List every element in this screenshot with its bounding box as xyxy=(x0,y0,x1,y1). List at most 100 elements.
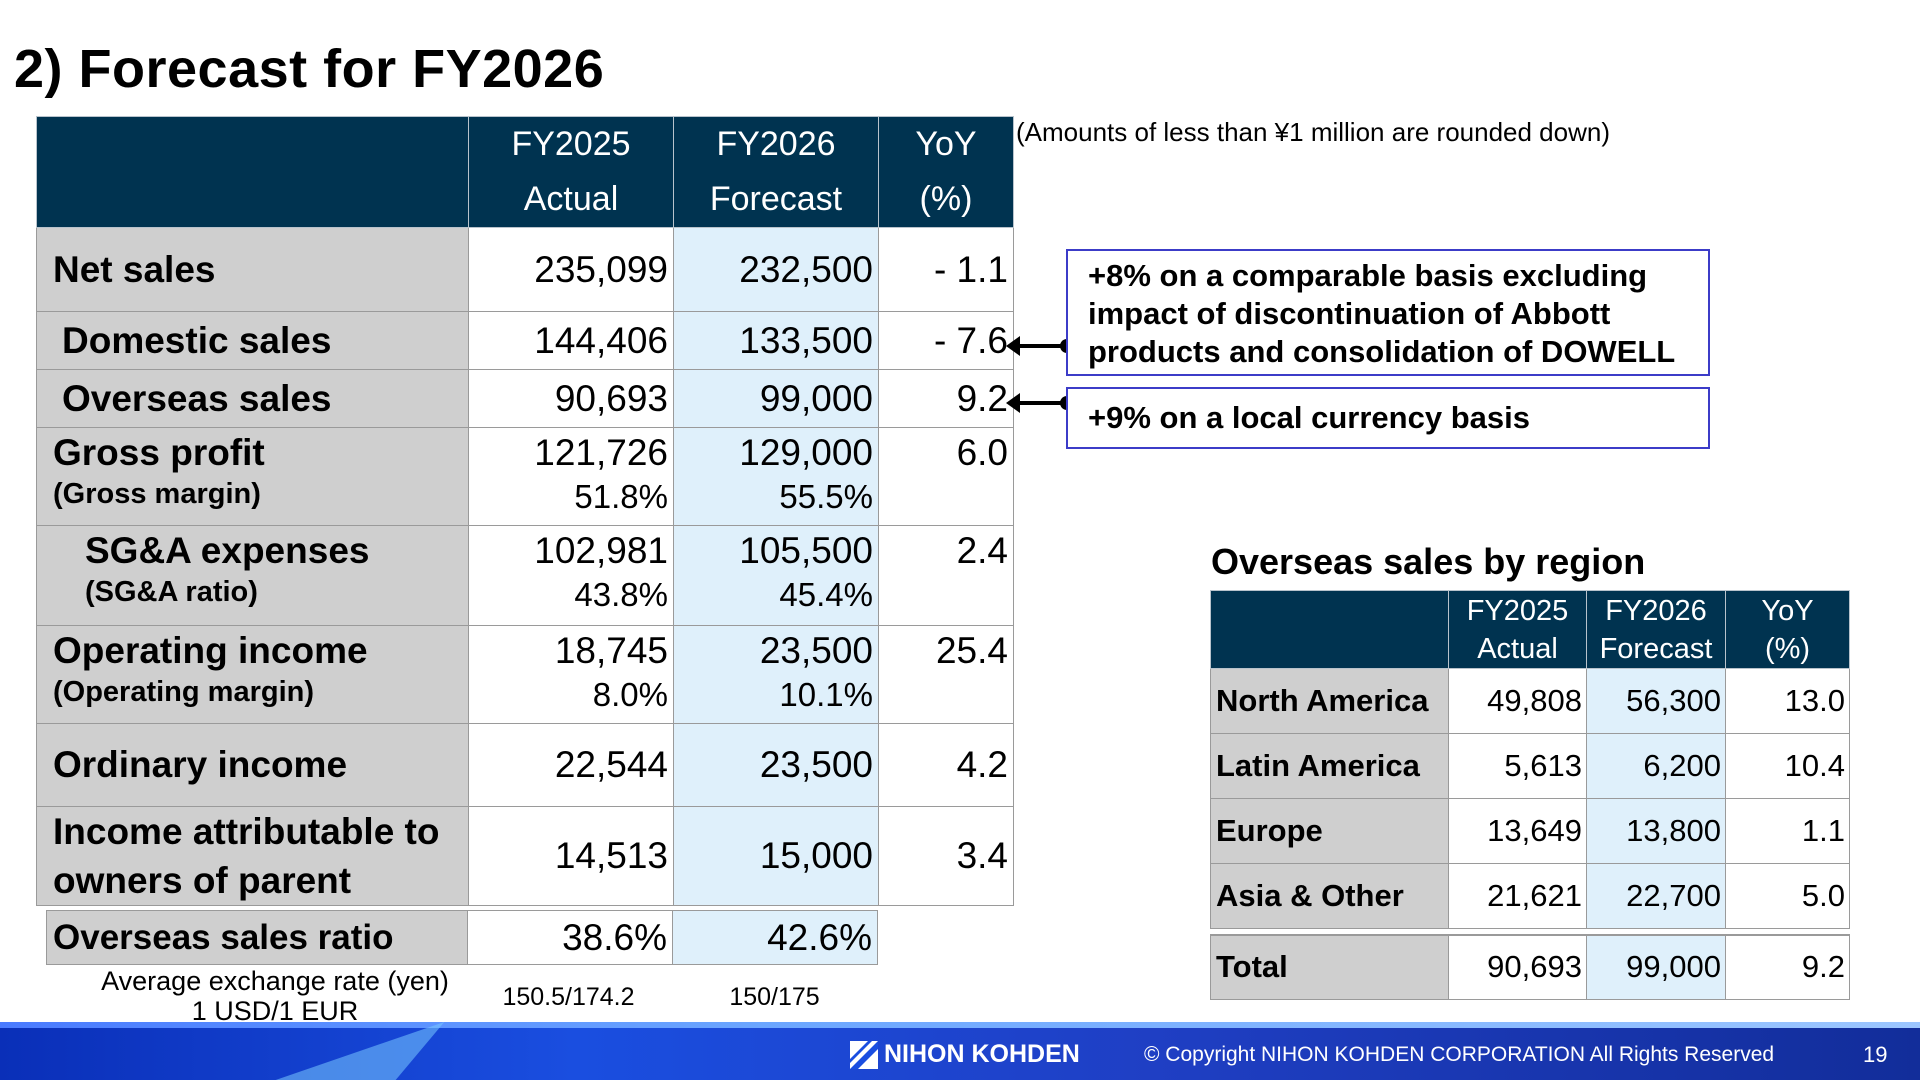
header-empty xyxy=(36,116,469,228)
table-row: Overseas sales 90,693 99,000 9.2 xyxy=(36,369,1014,428)
arrow-overseas xyxy=(1006,393,1074,413)
arrowhead-icon xyxy=(1006,393,1020,413)
header-fy2025: FY2025 Actual xyxy=(468,116,674,228)
cell-yoy: 25.4 xyxy=(878,625,1014,724)
region-fy2026: 13,800 xyxy=(1586,798,1726,864)
region-fy2025: 5,613 xyxy=(1448,733,1587,799)
region-label: Europe xyxy=(1210,798,1449,864)
region-header-yoy: YoY (%) xyxy=(1725,590,1850,669)
cell-fy2026: 23,500 xyxy=(673,723,879,807)
row-label-domestic-sales: Domestic sales xyxy=(36,311,469,370)
header-fy2026: FY2026 Forecast xyxy=(673,116,879,228)
footer-accent xyxy=(0,1022,1920,1028)
forecast-table: FY2025 Actual FY2026 Forecast YoY (%) Net s… xyxy=(36,116,1014,906)
callout-overseas: +9% on a local currency basis xyxy=(1066,387,1710,449)
row-label-sga: SG&A expenses (SG&A ratio) xyxy=(36,525,469,626)
region-header-fy2026: FY2026 Forecast xyxy=(1586,590,1726,669)
region-header-fy2025: FY2025 Actual xyxy=(1448,590,1587,669)
table-row-total: Total 90,693 99,000 9.2 xyxy=(1210,933,1850,1000)
cell-fy2025: 18,745 8.0% xyxy=(468,625,674,724)
page-number: 19 xyxy=(1863,1042,1888,1067)
table-spacer xyxy=(1210,928,1850,935)
table-row: Ordinary income 22,544 23,500 4.2 xyxy=(36,723,1014,807)
table-row: Domestic sales 144,406 133,500 - 7.6 xyxy=(36,311,1014,370)
cell-yoy: - 7.6 xyxy=(878,311,1014,370)
row-sublabel-gross-margin: (Gross margin) xyxy=(53,478,261,510)
region-fy2026: 6,200 xyxy=(1586,733,1726,799)
cell-fy2026: 99,000 xyxy=(673,369,879,428)
callout-domestic: +8% on a comparable basis excluding impa… xyxy=(1066,249,1710,376)
table-row: Overseas sales ratio 38.6% 42.6% xyxy=(46,910,878,965)
region-yoy: 5.0 xyxy=(1725,863,1850,929)
row-label-income-parent: Income attributable to owners of parent xyxy=(36,806,469,906)
row-sublabel-operating-margin: (Operating margin) xyxy=(53,676,315,708)
region-total-label: Total xyxy=(1210,933,1449,1000)
table-row: SG&A expenses (SG&A ratio) 102,981 43.8% … xyxy=(36,525,1014,626)
logo-text: NIHON KOHDEN xyxy=(884,1040,1080,1068)
rounding-note: (Amounts of less than ¥1 million are rou… xyxy=(1016,117,1610,147)
cell-fy2026: 232,500 xyxy=(673,227,879,312)
table-row: Net sales 235,099 232,500 - 1.1 xyxy=(36,227,1014,312)
overseas-ratio-table: Overseas sales ratio 38.6% 42.6% xyxy=(46,910,878,965)
cell-yoy: 2.4 xyxy=(878,525,1014,626)
cell-fy2026: 129,000 55.5% xyxy=(673,427,879,526)
table-row: Gross profit (Gross margin) 121,726 51.8%… xyxy=(36,427,1014,526)
cell-fy2025: 121,726 51.8% xyxy=(468,427,674,526)
exchange-rate-fy2026: 150/175 xyxy=(729,983,820,1011)
region-total-fy2026: 99,000 xyxy=(1586,933,1726,1000)
row-sublabel-sga-ratio: (SG&A ratio) xyxy=(85,576,258,608)
region-yoy: 13.0 xyxy=(1725,668,1850,734)
row-label-overseas-sales: Overseas sales xyxy=(36,369,469,428)
cell-fy2025: 90,693 xyxy=(468,369,674,428)
region-fy2025: 21,621 xyxy=(1448,863,1587,929)
arrow-domestic xyxy=(1006,336,1074,356)
ratio-fy2026: 42.6% xyxy=(672,910,878,965)
cell-fy2025: 144,406 xyxy=(468,311,674,370)
region-yoy: 1.1 xyxy=(1725,798,1850,864)
region-yoy: 10.4 xyxy=(1725,733,1850,799)
cell-fy2025: 102,981 43.8% xyxy=(468,525,674,626)
table-row: Latin America 5,613 6,200 10.4 xyxy=(1210,733,1850,799)
copyright-text: © Copyright NIHON KOHDEN CORPORATION All… xyxy=(1144,1043,1775,1066)
region-fy2026: 56,300 xyxy=(1586,668,1726,734)
region-total-fy2025: 90,693 xyxy=(1448,933,1587,1000)
arrowhead-icon xyxy=(1006,336,1020,356)
exchange-rate-label: Average exchange rate (yen) 1 USD/1 EUR xyxy=(101,966,449,1026)
table-row: Asia & Other 21,621 22,700 5.0 xyxy=(1210,863,1850,929)
header-yoy: YoY (%) xyxy=(878,116,1014,228)
row-label-ordinary-income: Ordinary income xyxy=(36,723,469,807)
ratio-label: Overseas sales ratio xyxy=(46,910,468,965)
cell-fy2026: 15,000 xyxy=(673,806,879,906)
table-row: Income attributable to owners of parent … xyxy=(36,806,1014,906)
table-row: Operating income (Operating margin) 18,7… xyxy=(36,625,1014,724)
cell-fy2026: 105,500 45.4% xyxy=(673,525,879,626)
footer-bar xyxy=(0,1025,1920,1080)
cell-yoy: 4.2 xyxy=(878,723,1014,807)
region-label: Latin America xyxy=(1210,733,1449,799)
company-logo: NIHON KOHDEN xyxy=(850,1040,1080,1069)
cell-fy2025: 235,099 xyxy=(468,227,674,312)
row-label-net-sales: Net sales xyxy=(36,227,469,312)
cell-yoy: 6.0 xyxy=(878,427,1014,526)
cell-yoy: 3.4 xyxy=(878,806,1014,906)
cell-yoy: - 1.1 xyxy=(878,227,1014,312)
region-table: FY2025 Actual FY2026 Forecast YoY (%) North… xyxy=(1210,590,1850,1000)
cell-fy2025: 22,544 xyxy=(468,723,674,807)
region-total-yoy: 9.2 xyxy=(1725,933,1850,1000)
page-title: 2) Forecast for FY2026 xyxy=(14,39,605,99)
row-label-gross-profit: Gross profit (Gross margin) xyxy=(36,427,469,526)
region-header-empty xyxy=(1210,590,1449,669)
cell-fy2026: 133,500 xyxy=(673,311,879,370)
logo-mark-icon xyxy=(850,1040,878,1069)
region-fy2025: 49,808 xyxy=(1448,668,1587,734)
cell-fy2026: 23,500 10.1% xyxy=(673,625,879,724)
region-fy2025: 13,649 xyxy=(1448,798,1587,864)
region-label: Asia & Other xyxy=(1210,863,1449,929)
cell-yoy: 9.2 xyxy=(878,369,1014,428)
table-row: Europe 13,649 13,800 1.1 xyxy=(1210,798,1850,864)
region-fy2026: 22,700 xyxy=(1586,863,1726,929)
region-title: Overseas sales by region xyxy=(1211,541,1646,582)
row-label-operating-income: Operating income (Operating margin) xyxy=(36,625,469,724)
exchange-rate-fy2025: 150.5/174.2 xyxy=(502,983,635,1011)
table-row: North America 49,808 56,300 13.0 xyxy=(1210,668,1850,734)
